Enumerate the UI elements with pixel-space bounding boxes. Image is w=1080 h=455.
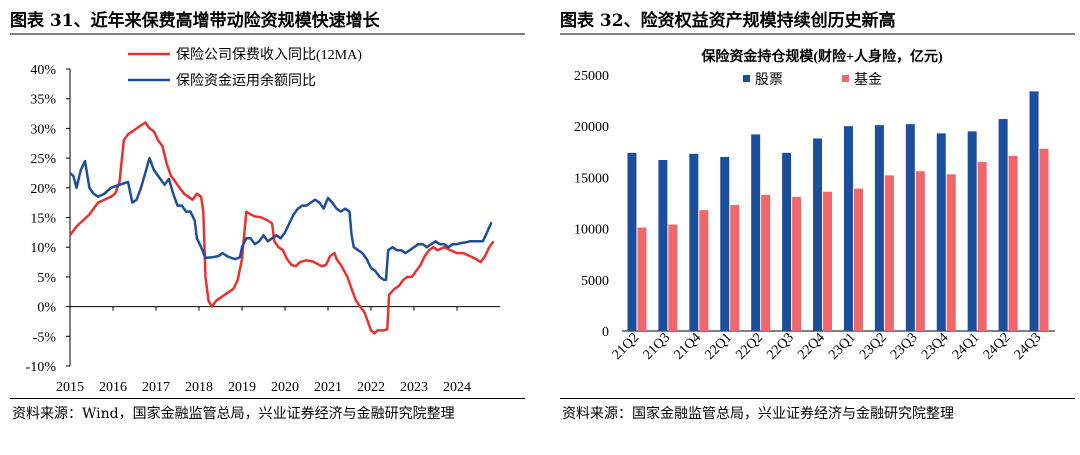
bar-fund xyxy=(823,191,833,331)
bar-fund xyxy=(699,210,709,331)
x-tick-label: 2016 xyxy=(99,380,127,395)
x-tick-label: 24Q2 xyxy=(981,330,1014,363)
right-panel: 图表 32、险资权益资产规模持续创历史新高 保险资金持仓规模(财险+人身险，亿元… xyxy=(550,0,1080,455)
y-tick-label: 5% xyxy=(37,271,56,286)
x-tick-label: 21Q3 xyxy=(641,330,674,363)
bar-fund xyxy=(637,227,647,331)
bar-fund xyxy=(761,194,771,331)
bar-fund xyxy=(792,196,802,331)
bar-fund xyxy=(853,188,863,331)
bar-stock xyxy=(689,153,699,331)
right-source-note: 资料来源：国家金融监管总局，兴业证券经济与金融研究院整理 xyxy=(562,406,954,422)
legend-swatch-2 xyxy=(842,75,849,82)
y-tick-label: 25% xyxy=(30,152,56,167)
x-tick-label: 23Q3 xyxy=(888,330,921,363)
bar-stock xyxy=(874,125,884,332)
x-tick-label: 23Q2 xyxy=(857,330,890,363)
y-tick-label: 30% xyxy=(30,122,56,137)
bar-fund xyxy=(884,175,894,331)
bar-fund xyxy=(946,174,956,331)
bar-stock xyxy=(782,152,792,331)
bar-stock xyxy=(720,156,730,331)
x-tick-label: 2024 xyxy=(443,380,471,395)
left-panel: 图表 31、近年来保费高增带动险资规模快速增长 40% 35% 30% 25% 20% 1… xyxy=(0,0,530,455)
x-tick-label: 2020 xyxy=(271,380,299,395)
bar-stock xyxy=(936,133,946,331)
y-tick-label: 0% xyxy=(37,301,56,316)
left-chart-title: 图表 31、近年来保费高增带动险资规模快速增长 xyxy=(10,11,380,31)
left-title-rule xyxy=(10,33,525,35)
left-source-note: 资料来源：Wind，国家金融监管总局，兴业证券经济与金融研究院整理 xyxy=(12,406,455,422)
bar-fund xyxy=(977,162,987,331)
x-tick-label: 23Q4 xyxy=(919,330,952,363)
legend-swatch-1 xyxy=(743,75,750,82)
legend-label-2: 基金 xyxy=(854,71,882,88)
bar-fund xyxy=(730,205,740,331)
x-tick-label: 21Q2 xyxy=(610,330,643,363)
series-line-2 xyxy=(69,156,493,282)
bar-fund xyxy=(1008,155,1018,331)
y-tick-label: 35% xyxy=(30,93,56,108)
right-title-rule xyxy=(560,33,1075,35)
bar-chart-title: 保险资金持仓规模(财险+人身险，亿元) xyxy=(700,48,943,65)
x-tick-label: 2022 xyxy=(357,380,385,395)
series-line-1 xyxy=(68,121,495,335)
x-tick-label: 2017 xyxy=(142,380,170,395)
y-tick-label: 15% xyxy=(30,212,56,227)
x-tick-label: 2023 xyxy=(400,380,428,395)
x-tick-label: 2015 xyxy=(56,380,84,395)
legend-label-1: 保险公司保费收入同比(12MA) xyxy=(176,47,362,63)
y-tick-label: 40% xyxy=(30,63,56,78)
bar-stock xyxy=(843,126,853,331)
x-tick-label: 24Q3 xyxy=(1012,330,1045,363)
legend-label-1: 股票 xyxy=(755,73,783,88)
right-footer-rule xyxy=(560,398,1075,399)
x-tick-label: 22Q2 xyxy=(733,330,766,363)
legend-label-2: 保险资金运用余额同比 xyxy=(176,72,316,89)
bar-chart: 保险资金持仓规模(财险+人身险，亿元) 25000 20000 15000 10000 5… xyxy=(574,48,1055,363)
bar-stock xyxy=(751,134,761,331)
bar-stock xyxy=(658,159,668,331)
x-tick-label: 2018 xyxy=(185,380,213,395)
x-tick-label: 22Q4 xyxy=(795,330,828,363)
bar-fund xyxy=(1039,148,1049,331)
y-tick-label: -10% xyxy=(26,360,57,375)
y-tick-label: 25000 xyxy=(574,69,609,84)
y-tick-label: 0 xyxy=(602,325,609,340)
bar-stock xyxy=(1029,91,1039,331)
bar-stock xyxy=(813,138,823,331)
x-tick-label: 21Q4 xyxy=(672,330,705,363)
y-tick-label: 10% xyxy=(30,241,56,256)
y-tick-label: 5000 xyxy=(581,274,609,289)
x-tick-label: 2021 xyxy=(314,380,342,395)
bar-fund xyxy=(668,224,678,331)
x-tick-label: 2019 xyxy=(228,380,256,395)
y-tick-label: 15000 xyxy=(574,171,609,186)
y-tick-label: 20% xyxy=(30,182,56,197)
line-chart: 40% 35% 30% 25% 20% 15% 10% 5% 0% -5% -10% 2015 2016… xyxy=(26,47,500,395)
x-tick-label: 23Q1 xyxy=(826,330,859,363)
x-tick-label: 22Q1 xyxy=(702,330,735,363)
y-tick-label: 20000 xyxy=(574,120,609,135)
bar-fund xyxy=(915,171,925,331)
bar-stock xyxy=(967,131,977,331)
right-chart-title: 图表 32、险资权益资产规模持续创历史新高 xyxy=(560,11,896,31)
y-tick-label: 10000 xyxy=(574,223,609,238)
bar-stock xyxy=(905,124,915,331)
left-footer-rule xyxy=(10,398,525,399)
bar-stock xyxy=(998,119,1008,331)
bar-stock xyxy=(627,152,637,331)
x-tick-label: 24Q1 xyxy=(950,330,983,363)
x-tick-label: 22Q3 xyxy=(764,330,797,363)
y-tick-label: -5% xyxy=(33,330,57,345)
